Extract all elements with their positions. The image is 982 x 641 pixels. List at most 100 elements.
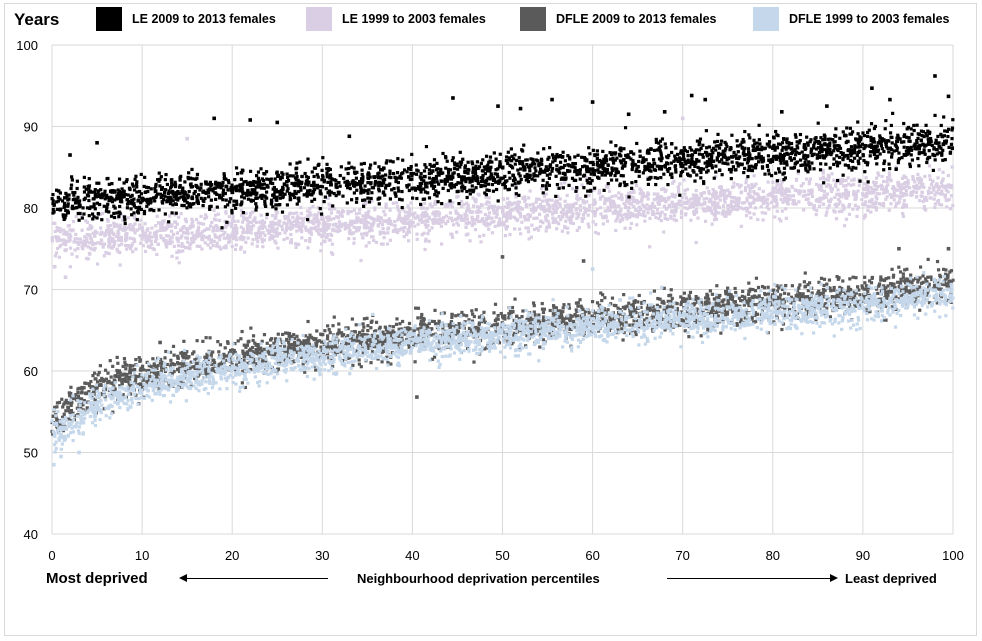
data-point [170, 224, 174, 228]
data-point [87, 184, 92, 188]
data-point [628, 215, 632, 219]
data-point [112, 215, 117, 220]
data-point [828, 137, 832, 141]
data-point [930, 143, 934, 148]
data-point [768, 160, 773, 164]
data-point [509, 147, 513, 151]
data-point [529, 235, 533, 239]
data-point [382, 219, 387, 223]
data-point [909, 153, 913, 157]
data-point [761, 198, 765, 203]
data-point [400, 218, 404, 222]
data-point [495, 207, 500, 211]
data-point [217, 193, 222, 197]
data-point [208, 224, 213, 228]
data-point [455, 221, 459, 225]
data-point [942, 134, 947, 138]
data-point [322, 234, 326, 238]
data-point [608, 157, 613, 161]
data-point [469, 210, 473, 214]
data-point [170, 236, 174, 240]
data-point [274, 241, 278, 245]
data-point [842, 184, 846, 188]
data-point [883, 140, 888, 144]
data-point [545, 201, 550, 206]
data-point [714, 217, 719, 221]
data-point [808, 164, 812, 168]
data-point [221, 232, 226, 237]
data-point [143, 249, 148, 254]
data-point [390, 188, 394, 192]
data-point [533, 178, 537, 182]
data-point [68, 238, 72, 242]
data-point [204, 235, 208, 239]
data-point [895, 146, 899, 150]
data-point [649, 204, 654, 208]
data-point [215, 205, 219, 209]
data-point [797, 200, 801, 204]
data-point [502, 214, 506, 219]
data-point [306, 246, 310, 250]
data-point [907, 136, 911, 140]
data-point [814, 147, 819, 151]
data-point [567, 183, 571, 188]
data-point [915, 195, 919, 199]
data-point [561, 166, 565, 170]
data-point [363, 198, 367, 202]
data-point [723, 210, 727, 215]
data-point [806, 192, 810, 197]
data-point [702, 191, 706, 195]
data-point [329, 218, 333, 222]
data-point [657, 164, 662, 169]
data-point [621, 174, 625, 178]
series-1 [50, 116, 955, 280]
data-point [283, 231, 287, 235]
data-point [190, 240, 194, 244]
data-point [468, 239, 472, 243]
data-point [924, 208, 928, 212]
data-point [280, 191, 284, 195]
data-point [414, 163, 418, 167]
data-point [395, 201, 399, 205]
data-point [360, 168, 364, 172]
data-point [407, 183, 411, 187]
data-point [849, 183, 853, 187]
data-point [149, 187, 153, 191]
data-point [212, 217, 216, 221]
data-point [191, 177, 195, 181]
data-point [153, 189, 157, 194]
data-point [322, 199, 326, 204]
data-point [300, 180, 304, 184]
data-point [832, 209, 836, 213]
data-point [242, 236, 246, 240]
data-point [416, 169, 420, 173]
data-point [435, 194, 439, 198]
data-point [249, 224, 253, 229]
data-point [837, 210, 842, 214]
data-point [266, 185, 270, 189]
data-point [777, 217, 782, 221]
data-point [724, 196, 728, 200]
data-point [714, 174, 718, 179]
x-tick-label: 30 [315, 548, 329, 563]
data-point [527, 196, 531, 200]
data-point [185, 201, 189, 205]
data-point [660, 210, 664, 214]
data-point [156, 242, 160, 246]
data-point [872, 126, 877, 131]
data-point [415, 237, 419, 241]
data-point [841, 173, 845, 177]
data-point [695, 203, 699, 207]
data-point [641, 210, 646, 214]
data-point [289, 227, 293, 231]
data-point [815, 208, 819, 213]
data-point [138, 241, 143, 245]
data-point [916, 132, 920, 136]
data-point [895, 148, 899, 153]
data-point [172, 244, 176, 249]
data-point [497, 165, 502, 169]
data-point [605, 209, 610, 213]
data-point [214, 197, 218, 201]
data-point [631, 195, 635, 199]
data-point [432, 184, 437, 189]
